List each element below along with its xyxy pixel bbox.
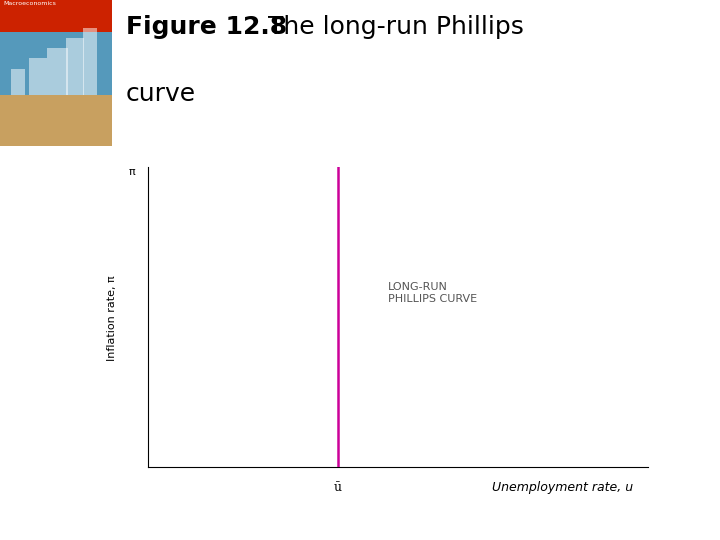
Text: LONG-RUN
PHILLIPS CURVE: LONG-RUN PHILLIPS CURVE <box>388 282 477 304</box>
Bar <box>29 58 47 95</box>
Bar <box>0 0 112 32</box>
Text: Figure 12.8: Figure 12.8 <box>126 15 287 38</box>
Text: Copyright ©2014 Pearson Education: Copyright ©2014 Pearson Education <box>14 515 205 525</box>
Text: curve: curve <box>126 82 196 106</box>
Bar <box>47 48 68 95</box>
Bar <box>11 69 25 95</box>
Bar <box>83 28 97 95</box>
Text: π: π <box>128 167 135 178</box>
Text: Inflation rate, π: Inflation rate, π <box>107 276 117 361</box>
Text: 12-30: 12-30 <box>675 515 706 525</box>
Bar <box>0 95 112 146</box>
Text: The long-run Phillips: The long-run Phillips <box>252 15 524 38</box>
Text: Macroeconomics: Macroeconomics <box>4 2 56 6</box>
Text: ū: ū <box>334 481 342 494</box>
Bar <box>0 0 112 146</box>
Text: Unemployment rate, u: Unemployment rate, u <box>492 481 634 494</box>
Bar <box>66 38 84 95</box>
